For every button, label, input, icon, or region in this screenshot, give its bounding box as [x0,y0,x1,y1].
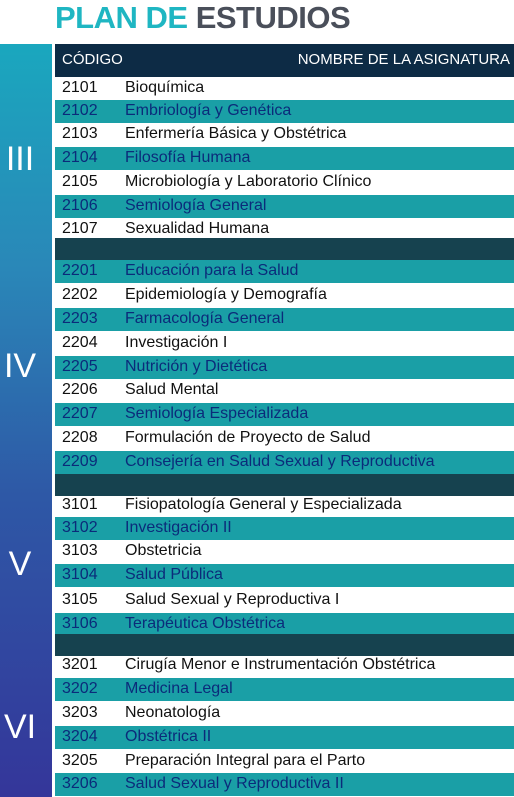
table-row: 2209 Consejería en Salud Sexual y Reprodu… [55,451,514,474]
course-name: Educación para la Salud [125,262,299,279]
course-name: Salud Mental [125,381,219,398]
table-row: 2204 Investigación I [55,332,514,355]
table-row: 2202 Epidemiología y Demografía [55,284,514,307]
course-code: 2209 [62,453,98,470]
course-name: Investigación I [125,334,228,351]
course-name: Microbiología y Laboratorio Clínico [125,173,372,190]
table-row: 2206 Salud Mental [55,379,514,402]
table-row: 2103 Enfermería Básica y Obstétrica [55,123,514,146]
course-name: Semiología Especializada [125,405,309,422]
course-name: Salud Sexual y Reproductiva II [125,775,344,792]
table-row: 2104 Filosofía Humana [55,147,514,170]
course-code: 2202 [62,286,98,303]
semester-divider [55,238,514,260]
table-row: 3106 Terapéutica Obstétrica [55,613,514,636]
course-code: 3101 [62,496,98,513]
course-name: Salud Pública [125,566,223,583]
table-row: 2105 Microbiología y Laboratorio Clínico [55,171,514,194]
course-code: 2208 [62,429,98,446]
course-code: 3206 [62,775,98,792]
course-name: Neonatología [125,704,221,721]
table-header: CÓDIGO NOMBRE DE LA ASIGNATURA [55,44,514,77]
table-row: 2207 Semiología Especializada [55,403,514,426]
table-row: 3206 Salud Sexual y Reproductiva II [55,773,514,796]
course-code: 3104 [62,566,98,583]
course-code: 3106 [62,615,98,632]
semester-label: IV [3,347,37,385]
table-row: 3203 Neonatología [55,702,514,725]
semester-label: III [5,140,35,178]
course-name: Epidemiología y Demografía [125,286,327,303]
course-code: 2201 [62,262,98,279]
course-name: Formulación de Proyecto de Salud [125,429,371,446]
table-row: 3102 Investigación II [55,517,514,540]
header-name: NOMBRE DE LA ASIGNATURA [297,51,510,68]
course-code: 2205 [62,358,98,375]
semester-label: VI [3,708,37,746]
course-code: 2102 [62,102,98,119]
semester-divider [55,474,514,496]
course-name: Semiología General [125,197,267,214]
table-row: 3204 Obstétrica II [55,726,514,749]
table-row: 2101 Bioquímica [55,77,514,100]
course-name: Enfermería Básica y Obstétrica [125,125,347,142]
table-row: 2208 Formulación de Proyecto de Salud [55,427,514,450]
course-code: 3204 [62,728,98,745]
course-code: 3205 [62,752,98,769]
page-title: PLAN DE ESTUDIOS [55,0,351,36]
course-code: 2206 [62,381,98,398]
course-name: Embriología y Genética [125,102,292,119]
title-part-1: PLAN DE [55,0,188,35]
course-name: Preparación Integral para el Parto [125,752,366,769]
course-name: Nutrición y Dietética [125,358,268,375]
course-code: 2207 [62,405,98,422]
table-row: 2107 Sexualidad Humana [55,218,514,241]
course-code: 3203 [62,704,98,721]
course-code: 3102 [62,519,98,536]
course-name: Consejería en Salud Sexual y Reproductiv… [125,453,435,470]
course-code: 2103 [62,125,98,142]
course-name: Terapéutica Obstétrica [125,615,286,632]
course-code: 2101 [62,79,98,96]
course-name: Farmacología General [125,310,285,327]
table-row: 3205 Preparación Integral para el Parto [55,750,514,773]
course-name: Investigación II [125,519,232,536]
table-row: 3101 Fisiopatología General y Especializa… [55,494,514,517]
course-name: Sexualidad Humana [125,220,270,237]
course-name: Medicina Legal [125,680,233,697]
table-row: 2201 Educación para la Salud [55,260,514,283]
table-row: 3104 Salud Pública [55,564,514,587]
semester-divider [55,634,514,656]
course-code: 2104 [62,149,98,166]
table-row: 3103 Obstetricia [55,540,514,563]
course-code: 3105 [62,591,98,608]
course-name: Cirugía Menor e Instrumentación Obstétri… [125,656,436,673]
course-code: 2107 [62,220,98,237]
course-name: Bioquímica [125,79,205,96]
table-row: 3105 Salud Sexual y Reproductiva I [55,589,514,612]
course-name: Obstetricia [125,542,202,559]
table-row: 2203 Farmacología General [55,308,514,331]
course-code: 3201 [62,656,98,673]
course-code: 2106 [62,197,98,214]
course-code: 3202 [62,680,98,697]
course-name: Fisiopatología General y Especializada [125,496,402,513]
course-name: Filosofía Humana [125,149,251,166]
semester-label: V [8,545,32,583]
table-row: 2102 Embriología y Genética [55,100,514,123]
course-code: 2204 [62,334,98,351]
course-code: 2203 [62,310,98,327]
header-code: CÓDIGO [62,51,123,68]
course-name: Obstétrica II [125,728,212,745]
course-code: 2105 [62,173,98,190]
table-row: 2205 Nutrición y Dietética [55,356,514,379]
table-row: 2106 Semiología General [55,195,514,218]
course-code: 3103 [62,542,98,559]
table-row: 3201 Cirugía Menor e Instrumentación Obst… [55,654,514,677]
course-name: Salud Sexual y Reproductiva I [125,591,340,608]
title-part-2: ESTUDIOS [195,0,351,35]
semester-band [0,44,52,797]
table-row: 3202 Medicina Legal [55,678,514,701]
